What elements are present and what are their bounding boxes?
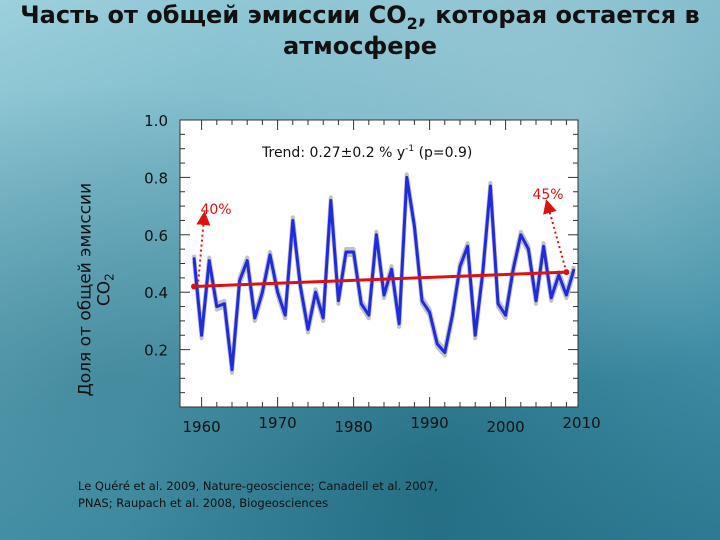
data-point [489, 185, 492, 187]
data-point [307, 328, 309, 331]
data-point [261, 291, 264, 294]
data-point [231, 368, 233, 371]
trend-label-prefix: Trend: 0.27±0.2 % y [261, 145, 405, 161]
data-point [398, 322, 401, 325]
annotation-arrow [196, 211, 211, 287]
data-point [284, 314, 287, 316]
annotation-label: 40% [200, 202, 231, 218]
data-point [299, 285, 302, 288]
x-tick-label: 1990 [411, 414, 449, 432]
data-point [368, 314, 370, 316]
data-point [459, 265, 461, 268]
data-point [406, 176, 408, 179]
annotation-layer: 40% 45% [196, 187, 568, 287]
data-point [254, 317, 256, 319]
data-point [527, 248, 530, 250]
axis-ticks [180, 120, 578, 407]
data-point [573, 268, 575, 271]
y-tick-label: 0.2 [144, 342, 168, 360]
data-point [360, 302, 363, 305]
data-point [474, 334, 477, 337]
x-tick-label: 2000 [487, 418, 525, 436]
data-point [558, 274, 560, 276]
y-tick-label: 1.0 [144, 112, 168, 130]
data-point [482, 271, 484, 273]
data-point [375, 234, 378, 236]
data-point [421, 300, 423, 302]
data-point [383, 294, 385, 296]
series-layer [192, 175, 576, 372]
y-tick-label: 0.8 [144, 169, 168, 187]
data-point [466, 245, 469, 248]
x-tick-label: 1960 [183, 418, 221, 436]
data-point [330, 199, 332, 202]
x-tick-label: 2010 [563, 414, 601, 432]
data-point [314, 291, 317, 294]
data-point [246, 259, 248, 262]
data-point [451, 314, 454, 316]
x-tick-label: 1980 [335, 418, 373, 436]
data-point [322, 317, 325, 319]
trend-start-marker [191, 283, 197, 290]
data-point [550, 297, 552, 299]
trend-layer [191, 269, 570, 290]
data-point [428, 311, 431, 314]
data-point [512, 268, 514, 271]
data-point [497, 302, 499, 305]
data-point [542, 245, 545, 248]
annotation-arrow [543, 199, 568, 273]
citation: Le Quéré et al. 2009, Nature-geoscience;… [78, 478, 498, 512]
trend-label-sup: -1 [405, 144, 414, 154]
citation-line-1: Le Quéré et al. 2009, Nature-geoscience;… [78, 479, 438, 493]
data-point [436, 343, 439, 345]
data-point [292, 219, 294, 222]
data-point [208, 259, 210, 262]
annotation-label: 45% [532, 187, 563, 203]
data-point [269, 254, 271, 256]
citation-line-2: PNAS; Raupach et al. 2008, Biogeoscience… [78, 496, 329, 510]
slide-title: Часть от общей эмиссии CO2, которая оста… [0, 1, 720, 60]
data-point [223, 302, 226, 305]
x-tick-label: 1970 [259, 414, 297, 432]
data-point [345, 251, 347, 253]
data-point [276, 291, 279, 294]
data-point [352, 251, 355, 253]
data-point [444, 351, 446, 354]
title-text-tail: , которая остается в [417, 1, 700, 29]
data-point [520, 234, 522, 236]
data-point [535, 300, 537, 302]
y-tick-label: 0.4 [144, 284, 168, 302]
data-point [238, 279, 241, 282]
y-tick-label: 0.6 [144, 227, 168, 245]
title-text-main: Часть от общей эмиссии CO [20, 1, 407, 29]
data-point [565, 294, 568, 296]
data-point [193, 256, 195, 259]
title-line-1: Часть от общей эмиссии CO2, которая оста… [0, 1, 720, 35]
data-point [200, 334, 203, 337]
title-line-2: атмосфере [283, 31, 437, 60]
data-point [216, 305, 218, 308]
data-point [413, 225, 416, 227]
data-point [504, 314, 507, 316]
trend-line [193, 270, 567, 288]
data-point [390, 268, 393, 271]
title-subscript: 2 [406, 13, 418, 33]
axis-tick-labels: 1960 1970 1980 1990 2000 2010 0.2 0.4 0.6 0.8 1.0 [144, 112, 601, 436]
data-point [337, 300, 340, 302]
trend-label: Trend: 0.27±0.2 % y-1 (p=0.9) [261, 144, 472, 161]
trend-label-suffix: (p=0.9) [414, 145, 472, 161]
